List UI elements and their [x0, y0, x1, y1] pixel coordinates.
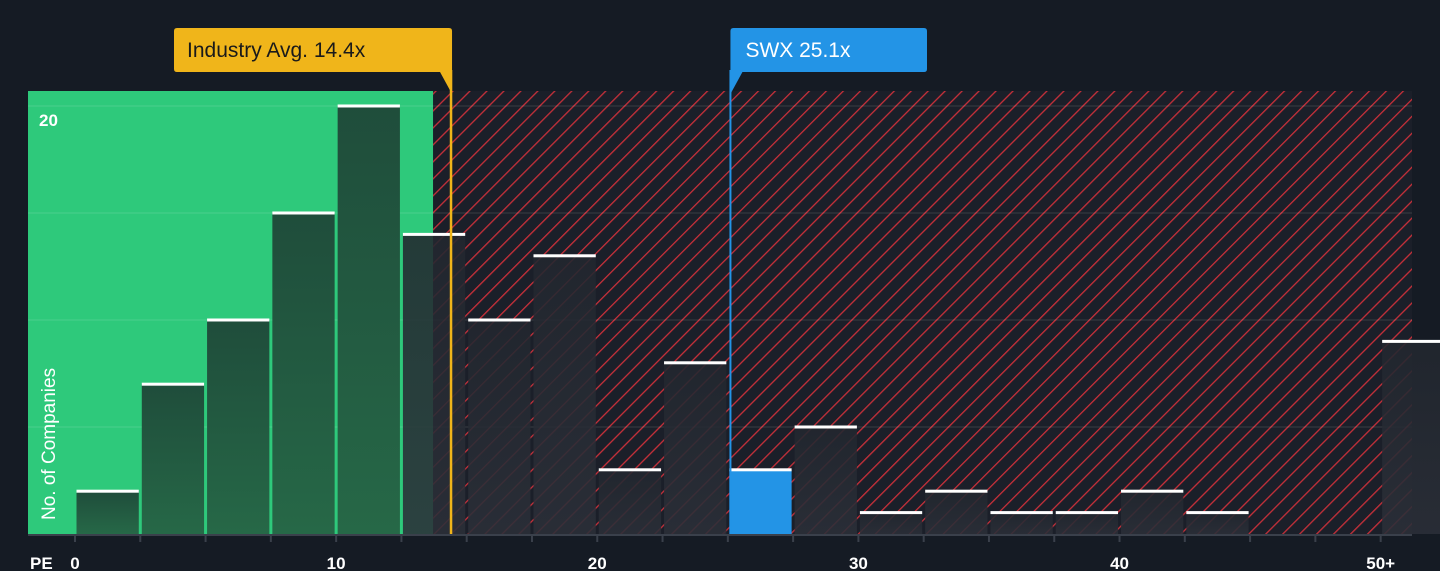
histogram-bar — [925, 491, 988, 534]
histogram-bar — [859, 512, 923, 534]
industry-avg-label: Industry Avg. 14.4x — [187, 39, 366, 62]
x-tick-label: 40 — [1110, 554, 1129, 571]
histogram-bar-cap — [468, 318, 531, 322]
histogram-bar-cap — [990, 511, 1053, 515]
x-tick-label: 10 — [327, 554, 346, 571]
histogram-bar — [1121, 491, 1184, 534]
histogram-bar — [207, 319, 270, 534]
histogram-bar — [1055, 512, 1119, 534]
histogram-bar — [990, 512, 1053, 534]
x-axis-label: PE — [30, 554, 53, 571]
histogram-bar — [664, 362, 727, 534]
histogram-bar-cap — [859, 511, 923, 515]
y-axis-label: No. of Companies — [39, 368, 60, 520]
histogram-bar — [598, 469, 662, 534]
histogram-bar — [272, 212, 335, 534]
histogram-bar — [468, 319, 531, 534]
histogram-bar-cap — [337, 104, 400, 108]
histogram-bar — [402, 234, 466, 534]
industry-avg-callout: Industry Avg. 14.4x — [174, 28, 453, 534]
x-tick-label: 0 — [70, 554, 79, 571]
company-pe-label: SWX 25.1x — [745, 39, 851, 62]
histogram-bar-cap — [1055, 511, 1119, 515]
histogram-bar-cap — [598, 468, 662, 472]
histogram-bar-cap — [533, 254, 596, 258]
x-tick-label: 30 — [849, 554, 868, 571]
x-tick-label: 20 — [588, 554, 607, 571]
histogram-bar — [1186, 512, 1249, 534]
histogram-bar-cap — [1121, 489, 1184, 493]
histogram-bar-cap — [925, 489, 988, 493]
bars — [76, 104, 1440, 534]
histogram-bar-cap — [1186, 511, 1249, 515]
y-tick-label: 20 — [39, 111, 58, 130]
histogram-bar — [729, 469, 792, 534]
histogram-bar — [794, 426, 857, 534]
histogram-bar — [533, 255, 596, 534]
histogram-bar — [141, 384, 205, 534]
histogram-bar-cap — [207, 318, 270, 322]
histogram-bar-cap — [272, 211, 335, 215]
histogram-bar-cap — [729, 468, 792, 472]
x-ticks: 0 10 20 30 40 50+ — [70, 535, 1395, 571]
overvalued-zone — [433, 91, 1413, 534]
histogram-bar-cap — [402, 232, 466, 236]
histogram-bar — [337, 105, 400, 534]
histogram-bar — [1382, 341, 1440, 534]
histogram-bar — [76, 491, 139, 534]
histogram-bar-cap — [1382, 339, 1440, 343]
histogram-bar-cap — [141, 382, 205, 386]
x-tick-label: 50+ — [1366, 554, 1395, 571]
histogram-bar-cap — [76, 489, 139, 493]
company-pe-callout: SWX 25.1x — [729, 28, 927, 534]
company-pe-box — [730, 28, 927, 94]
histogram-bar-cap — [664, 361, 727, 365]
histogram-bar-cap — [794, 425, 857, 429]
industry-avg-box — [174, 28, 453, 94]
